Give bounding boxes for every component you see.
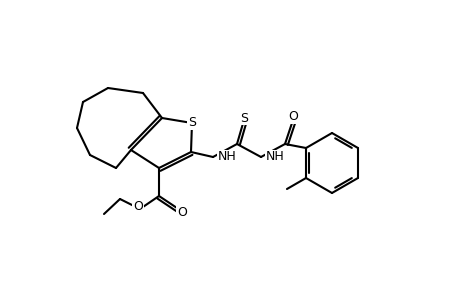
- Text: NH: NH: [265, 151, 284, 164]
- Text: S: S: [188, 116, 196, 130]
- Text: S: S: [240, 112, 247, 124]
- Text: O: O: [133, 200, 143, 214]
- Text: O: O: [177, 206, 186, 218]
- Text: O: O: [287, 110, 297, 124]
- Text: NH: NH: [218, 151, 236, 164]
